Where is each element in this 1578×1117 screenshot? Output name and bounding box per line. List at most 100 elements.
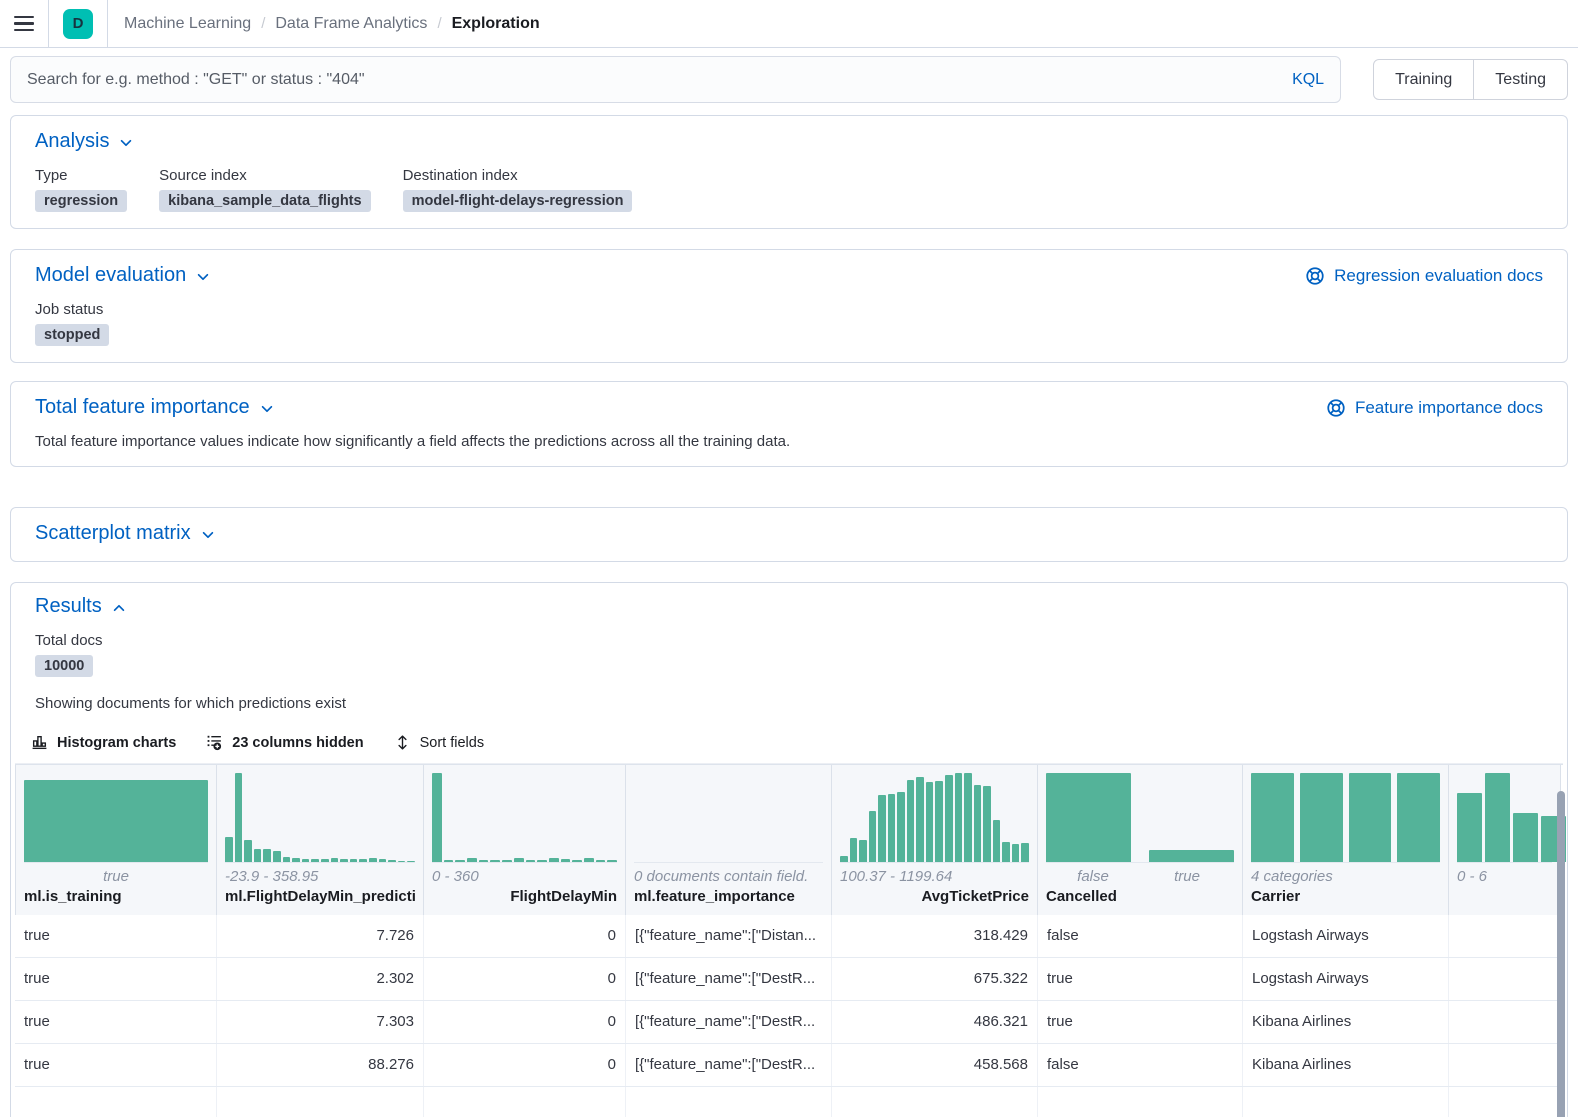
results-section-toggle[interactable]: Results xyxy=(35,595,126,618)
column-name: AvgTicketPrice xyxy=(921,888,1029,905)
vertical-scrollbar[interactable] xyxy=(1557,791,1565,1117)
job-status-label: Job status xyxy=(35,301,104,318)
columns-hidden-button[interactable]: 23 columns hidden xyxy=(206,734,364,751)
total-docs-badge: 10000 xyxy=(35,655,94,677)
model-evaluation-title: Model evaluation xyxy=(35,264,187,286)
grid-cell[interactable] xyxy=(1449,1044,1561,1086)
grid-cell[interactable]: 2.302 xyxy=(217,958,424,1000)
column-header-ml.FlightDelayMin_predicti[interactable]: -23.9 - 358.95 ml.FlightDelayMin_predicti xyxy=(217,765,424,915)
grid-cell[interactable]: [{"feature_name":["DestR... xyxy=(626,1001,832,1043)
grid-cell[interactable]: false xyxy=(1038,915,1243,957)
histogram-charts-button[interactable]: Histogram charts xyxy=(31,734,176,751)
grid-cell[interactable]: 0 xyxy=(424,1044,626,1086)
regression-evaluation-docs-link[interactable]: Regression evaluation docs xyxy=(1305,266,1543,286)
column-histogram xyxy=(634,773,823,863)
feature-importance-docs-link[interactable]: Feature importance docs xyxy=(1326,398,1543,418)
grid-cell[interactable]: 0 xyxy=(424,915,626,957)
grid-cell[interactable]: 486.321 xyxy=(832,1001,1038,1043)
column-histogram xyxy=(432,773,617,863)
space-avatar[interactable]: D xyxy=(63,8,93,39)
grid-cell[interactable]: true xyxy=(1038,958,1243,1000)
total-feature-importance-section-toggle[interactable]: Total feature importance xyxy=(35,396,274,419)
grid-cell[interactable]: 0 xyxy=(424,958,626,1000)
help-docs-icon xyxy=(1327,398,1345,417)
grid-cell[interactable]: Kibana Airlines xyxy=(1243,1001,1449,1043)
total-docs-field: Total docs 10000 xyxy=(11,632,1567,677)
grid-cell[interactable]: 7.726 xyxy=(217,915,424,957)
grid-cell[interactable] xyxy=(15,1087,217,1117)
total-feature-importance-description: Total feature importance values indicate… xyxy=(35,433,791,450)
grid-cell[interactable] xyxy=(832,1087,1038,1117)
scatterplot-matrix-section-toggle[interactable]: Scatterplot matrix xyxy=(35,522,215,545)
column-histogram xyxy=(840,773,1029,863)
grid-cell[interactable]: Logstash Airways xyxy=(1243,958,1449,1000)
grid-cell[interactable]: Logstash Airways xyxy=(1243,915,1449,957)
column-header-ml.feature_importance[interactable]: 0 documents contain field. ml.feature_imp… xyxy=(626,765,832,915)
query-bar: Search for e.g. method : "GET" or status… xyxy=(10,56,1568,103)
column-range-label: false true xyxy=(1077,868,1200,885)
training-button[interactable]: Training xyxy=(1395,70,1453,88)
testing-button[interactable]: Testing xyxy=(1473,60,1567,99)
grid-cell[interactable] xyxy=(1449,1001,1561,1043)
grid-cell[interactable] xyxy=(1038,1087,1243,1117)
grid-cell[interactable] xyxy=(217,1087,424,1117)
grid-cell[interactable]: [{"feature_name":["DestR... xyxy=(626,958,832,1000)
chevron-down-icon xyxy=(261,405,272,412)
model-evaluation-panel: Model evaluation Regression evaluation d… xyxy=(10,249,1568,363)
grid-cell[interactable]: true xyxy=(15,915,217,957)
grid-cell[interactable] xyxy=(1449,1087,1561,1117)
breadcrumb-separator xyxy=(437,15,441,33)
breadcrumb-machine-learning[interactable]: Machine Learning xyxy=(124,14,252,32)
column-header-ml.is_training[interactable]: true ml.is_training xyxy=(15,765,217,915)
breadcrumb-separator xyxy=(261,15,265,33)
grid-cell[interactable]: 7.303 xyxy=(217,1001,424,1043)
column-header-AvgTicketPrice[interactable]: 100.37 - 1199.64 AvgTicketPrice xyxy=(832,765,1038,915)
help-docs-icon xyxy=(1306,266,1324,285)
model-evaluation-section-toggle[interactable]: Model evaluation xyxy=(35,264,210,287)
grid-cell[interactable]: false xyxy=(1038,1044,1243,1086)
column-header-FlightDelayMin[interactable]: 0 - 360 FlightDelayMin xyxy=(424,765,626,915)
analysis-section-toggle[interactable]: Analysis xyxy=(35,130,133,153)
column-range-label: -23.9 - 358.95 xyxy=(225,868,319,885)
column-histogram xyxy=(24,773,208,863)
analysis-field-destination-index: Destination index model-flight-delays-re… xyxy=(402,167,633,212)
grid-cell[interactable]: true xyxy=(15,1001,217,1043)
total-docs-label: Total docs xyxy=(35,632,103,649)
analysis-title: Analysis xyxy=(35,130,110,152)
grid-cell[interactable]: true xyxy=(1038,1001,1243,1043)
column-histogram xyxy=(225,773,415,863)
column-histogram xyxy=(1046,773,1234,863)
source-index-badge: kibana_sample_data_flights xyxy=(159,190,371,212)
grid-cell[interactable]: [{"feature_name":["DestR... xyxy=(626,1044,832,1086)
analysis-panel: Analysis Type regression Source index ki… xyxy=(10,115,1568,229)
grid-cell[interactable]: 458.568 xyxy=(832,1044,1038,1086)
breadcrumb-data-frame-analytics[interactable]: Data Frame Analytics xyxy=(275,14,428,32)
grid-cell[interactable] xyxy=(1449,958,1561,1000)
analysis-field-source-index: Source index kibana_sample_data_flights xyxy=(159,167,371,212)
scatterplot-matrix-title: Scatterplot matrix xyxy=(35,522,191,544)
grid-cell[interactable]: 318.429 xyxy=(832,915,1038,957)
space-selector: D xyxy=(49,0,108,48)
grid-cell[interactable] xyxy=(1449,915,1561,957)
grid-cell[interactable]: true xyxy=(15,958,217,1000)
analysis-field-type: Type regression xyxy=(35,167,128,212)
column-range-label: true xyxy=(103,868,129,885)
column-header-unnamed[interactable]: 0 - 6 xyxy=(1449,765,1566,915)
column-header-Carrier[interactable]: 4 categories Carrier xyxy=(1243,765,1449,915)
field-label: Source index xyxy=(159,167,247,184)
kql-language-button[interactable]: KQL xyxy=(1292,70,1325,88)
grid-cell[interactable] xyxy=(626,1087,832,1117)
grid-cell[interactable]: 675.322 xyxy=(832,958,1038,1000)
menu-icon[interactable] xyxy=(0,0,49,48)
grid-cell[interactable]: true xyxy=(15,1044,217,1086)
column-header-Cancelled[interactable]: false true Cancelled xyxy=(1038,765,1243,915)
sort-fields-button[interactable]: Sort fields xyxy=(394,734,484,751)
grid-cell[interactable]: [{"feature_name":["Distan... xyxy=(626,915,832,957)
grid-cell[interactable]: Kibana Airlines xyxy=(1243,1044,1449,1086)
grid-cell[interactable] xyxy=(424,1087,626,1117)
search-input[interactable]: Search for e.g. method : "GET" or status… xyxy=(10,56,1342,103)
grid-cell[interactable]: 0 xyxy=(424,1001,626,1043)
table-row: true 7.726 0 [{"feature_name":["Distan... 31… xyxy=(15,915,1563,958)
grid-cell[interactable]: 88.276 xyxy=(217,1044,424,1086)
grid-cell[interactable] xyxy=(1243,1087,1449,1117)
